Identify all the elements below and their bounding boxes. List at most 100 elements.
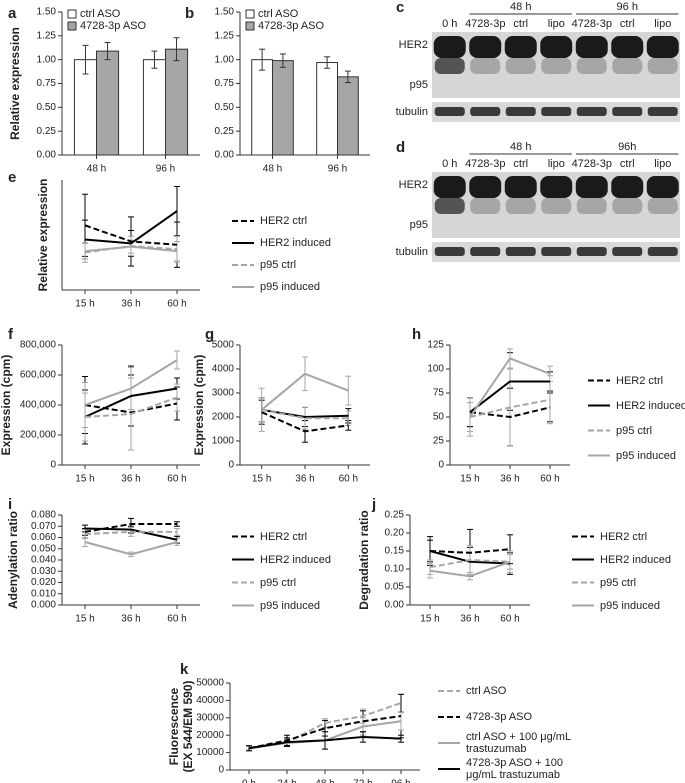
band-smear — [576, 58, 607, 74]
series-line — [84, 527, 178, 541]
y-tick-label: 0.25 — [215, 126, 235, 137]
x-tick-label: 36 h — [460, 614, 479, 625]
legend-label-box: HER2 ctrl — [260, 531, 307, 543]
y-tick-label: 75 — [433, 388, 445, 399]
legend-label: 4728-3p ASO — [466, 711, 533, 723]
error-bar — [324, 56, 331, 69]
panel-label: a — [8, 5, 17, 22]
y-tick-label: 1.25 — [37, 30, 57, 41]
band-tubulin — [541, 107, 572, 116]
legend-label: 4728-3p ASO — [80, 20, 146, 32]
y-tick-label: 125 — [427, 340, 444, 351]
y-tick-label: 25 — [433, 436, 445, 447]
y-tick-label: 0.080 — [31, 510, 56, 521]
y-tick-label: 5000 — [212, 340, 235, 351]
legend-label-box: 4728-3p ASO — [466, 711, 533, 723]
legend-label-box: ctrl ASO — [466, 685, 506, 697]
series-line — [261, 372, 349, 411]
y-tick-label: 0 — [50, 460, 56, 471]
band-smear — [470, 198, 501, 214]
x-tick-label: 60 h — [167, 299, 186, 310]
panel-label: i — [8, 496, 12, 513]
y-tick-label: 0.75 — [215, 78, 235, 89]
panel-label: b — [185, 5, 194, 22]
series-line — [469, 380, 550, 413]
legend-swatch — [245, 21, 255, 31]
legend-label: p95 induced — [600, 599, 660, 612]
legend-label: HER2 ctrl — [260, 215, 308, 227]
x-tick-label: 24 h — [277, 779, 296, 783]
band-smear — [647, 58, 678, 74]
band-her2 — [611, 36, 644, 58]
x-tick-label: 15 h — [75, 299, 94, 310]
lane-label: lipo — [654, 18, 671, 30]
band-her2 — [433, 36, 466, 58]
y-tick-label: 50000 — [196, 678, 224, 689]
x-tick-label: 15 h — [252, 474, 271, 485]
y-tick-label: 1.25 — [215, 30, 235, 41]
lane-label: 4728-3p — [572, 18, 612, 30]
series-line — [248, 702, 402, 750]
legend-label: HER2 ctrl — [600, 530, 648, 543]
legend-label: p95 ctrl — [260, 259, 297, 271]
x-tick-label: 48 h — [87, 164, 106, 175]
y-tick-label: 0.00 — [385, 600, 405, 611]
x-tick-label: 15 h — [75, 614, 94, 625]
legend-label-box: 4728-3p ASO + 100 μg/mL trastuzumab — [466, 757, 563, 781]
legend-label: p95 ctrl — [600, 576, 637, 589]
x-tick-label: 0 h — [242, 779, 256, 783]
y-tick-label: 20000 — [196, 730, 224, 741]
y-tick-label: 0.20 — [385, 528, 405, 539]
band-her2 — [469, 36, 502, 58]
y-axis-label: Expression (cpm) — [0, 355, 13, 456]
x-tick-label: 48 h — [263, 164, 282, 175]
bar — [142, 59, 166, 156]
legend-label: HER2 induced — [600, 553, 671, 566]
y-axis-label: Expression (cpm) — [192, 355, 206, 456]
band-smear — [541, 58, 572, 74]
band-tubulin — [470, 107, 501, 116]
y-tick-label: 0.50 — [37, 102, 57, 113]
y-tick-label: 0.070 — [31, 521, 56, 532]
time-group-label: 96 h — [617, 1, 638, 13]
y-tick-label: 40000 — [196, 695, 224, 706]
x-tick-label: 36 h — [121, 614, 140, 625]
band-smear — [434, 58, 465, 74]
band-her2 — [611, 176, 644, 198]
lane-label: lipo — [548, 158, 565, 170]
band-label: HER2 — [399, 39, 428, 51]
series-line — [84, 523, 177, 533]
band-smear — [612, 58, 643, 74]
series-line — [84, 210, 178, 245]
series-line — [248, 715, 402, 750]
series-line — [84, 245, 178, 253]
panel-label: e — [8, 169, 16, 186]
bar — [96, 50, 120, 156]
band-smear — [612, 198, 643, 214]
series-line — [84, 224, 178, 246]
error-bar — [151, 50, 158, 69]
error-bar — [344, 70, 351, 84]
legend-label: p95 ctrl — [260, 576, 297, 589]
lane-label: 4728-3p — [465, 18, 505, 30]
series-line — [429, 558, 511, 569]
band-tubulin — [434, 107, 465, 116]
legend-label: 4728-3p ASO — [258, 20, 324, 32]
y-axis-label: Degradation ratio — [357, 510, 371, 609]
series-line — [84, 387, 178, 418]
legend-label-box: p95 induced — [616, 450, 676, 462]
band-tubulin — [541, 247, 572, 256]
band-her2 — [504, 176, 537, 198]
y-tick-label: 0.000 — [31, 600, 56, 611]
y-tick-label: 0.10 — [385, 564, 405, 575]
bar — [316, 62, 339, 156]
y-tick-label: 4000 — [212, 364, 235, 375]
lane-label: 0 h — [442, 18, 457, 30]
legend-label-box: HER2 ctrl — [600, 530, 648, 543]
band-smear — [647, 198, 678, 214]
band-tubulin — [612, 107, 643, 116]
y-tick-label: 0.00 — [215, 150, 235, 161]
series-line — [84, 541, 178, 556]
y-tick-label: 200,000 — [20, 430, 57, 441]
